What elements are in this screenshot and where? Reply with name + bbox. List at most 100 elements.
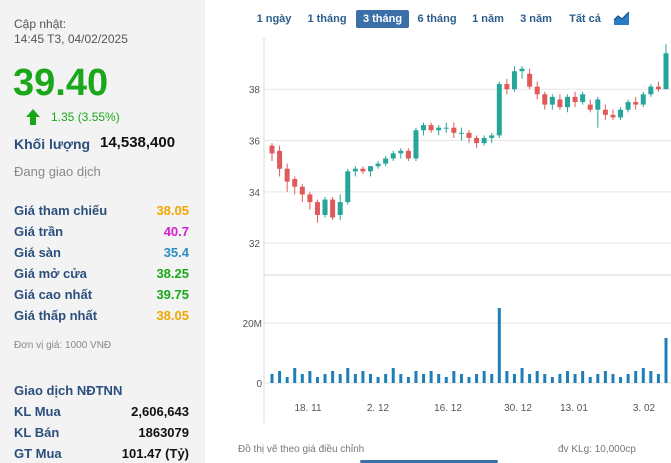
- volume-bar: [399, 374, 403, 383]
- candle-body: [527, 73, 533, 87]
- volume-bar: [323, 374, 327, 383]
- tab-range[interactable]: Tất cả: [569, 13, 601, 25]
- candle-body: [383, 158, 389, 164]
- volume-bar: [331, 371, 335, 383]
- area-chart-icon[interactable]: [613, 10, 630, 26]
- candle-body: [580, 94, 586, 103]
- candle-body: [360, 168, 366, 172]
- updated-time: 14:45 T3, 04/02/2025: [14, 32, 128, 46]
- volume-bar: [391, 368, 395, 383]
- volume-bar: [566, 371, 569, 383]
- tab-range[interactable]: 3 năm: [520, 13, 552, 25]
- price-info-value: 39.75: [156, 287, 189, 302]
- x-tick-label: 2. 12: [367, 403, 390, 414]
- price-tick-label: 36: [249, 137, 261, 148]
- volume-bar: [353, 374, 357, 383]
- chart-background: [230, 38, 671, 423]
- candle-body: [534, 86, 540, 95]
- price-info-label: Giá thấp nhất: [14, 308, 98, 323]
- volume-bar: [422, 374, 426, 383]
- tab-range[interactable]: 1 ngày: [256, 13, 292, 25]
- candle-body: [565, 96, 570, 108]
- price-tick-label: 34: [249, 188, 261, 199]
- volume-bar: [573, 374, 577, 383]
- candle-body: [587, 104, 593, 110]
- volume-bar: [437, 374, 441, 383]
- price-info-row: Giá thấp nhất 38.05: [14, 308, 189, 328]
- candle-body: [375, 163, 381, 167]
- price-info-value: 38.05: [156, 203, 189, 218]
- candle-body: [284, 168, 290, 182]
- price-tick-label: 32: [249, 239, 261, 250]
- volume-bar: [490, 374, 494, 383]
- price-info-row: Giá sàn 35.4: [14, 245, 189, 265]
- foreign-trading-row: KL Mua 2,606,643: [14, 404, 189, 424]
- candle-body: [451, 127, 457, 133]
- foreign-trading-label: KL Bán: [14, 425, 60, 440]
- price-info-label: Giá cao nhất: [14, 287, 93, 302]
- current-price: 39.40: [13, 62, 109, 104]
- volume-bar: [369, 374, 372, 383]
- volume-bar: [543, 374, 547, 383]
- candle-body: [618, 109, 624, 118]
- volume-bar: [300, 374, 304, 383]
- tab-range[interactable]: 6 tháng: [417, 13, 457, 25]
- volume-bar: [429, 371, 433, 383]
- up-arrow-icon: [26, 109, 40, 125]
- price-tick-label: 38: [249, 85, 261, 96]
- volume-bar: [361, 371, 365, 383]
- candle-body: [519, 68, 525, 72]
- volume-bar: [626, 374, 630, 383]
- candle-body: [322, 199, 328, 215]
- candle-body: [269, 145, 275, 154]
- unit-note: Đơn vị giá: 1000 VNĐ: [14, 340, 112, 351]
- volume-bar: [505, 371, 509, 383]
- candle-body: [458, 132, 464, 134]
- price-info-label: Giá tham chiếu: [14, 203, 108, 218]
- volume-bar: [452, 371, 456, 383]
- volume-bar: [603, 371, 607, 383]
- price-info-label: Giá mở cửa: [14, 266, 87, 281]
- price-info-label: Giá trần: [14, 224, 64, 239]
- candle-body: [663, 53, 669, 90]
- price-info-row: Giá trần 40.7: [14, 224, 189, 244]
- candle-body: [345, 171, 351, 203]
- candle-body: [496, 84, 502, 136]
- tab-range[interactable]: 1 năm: [472, 13, 504, 25]
- price-info-label: Giá sàn: [14, 245, 61, 260]
- volume-bar: [270, 374, 274, 383]
- tab-range[interactable]: 3 tháng: [356, 10, 409, 28]
- volume-bar: [588, 377, 592, 383]
- change-value: 1.35 (3.55%): [51, 110, 120, 124]
- volume-tick-label: 20M: [243, 319, 262, 330]
- volume-bar: [293, 368, 297, 383]
- volume-bar: [558, 374, 562, 383]
- price-info-value: 35.4: [163, 245, 189, 260]
- tab-range[interactable]: 1 tháng: [307, 13, 347, 25]
- x-tick-label: 3. 02: [633, 403, 656, 414]
- volume-bar: [444, 377, 448, 383]
- candle-body: [489, 135, 495, 138]
- candle-body: [277, 150, 283, 169]
- foreign-trading-label: KL Mua: [14, 404, 61, 419]
- candle-body: [428, 125, 434, 131]
- chart-scrollbar[interactable]: [360, 460, 498, 463]
- candle-body: [595, 99, 601, 110]
- candle-body: [307, 194, 313, 203]
- candle-body: [299, 186, 305, 195]
- candle-body: [610, 114, 616, 118]
- candle-body: [413, 130, 419, 159]
- volume-bar: [475, 374, 479, 383]
- volume-bar: [278, 371, 282, 383]
- candle-body: [405, 150, 411, 159]
- volume-bar: [581, 371, 585, 383]
- foreign-trading-value: 2,606,643: [131, 404, 189, 419]
- volume-bar: [315, 377, 319, 383]
- volume-unit-note: đv KLg: 10,000cp: [558, 444, 636, 455]
- price-chart[interactable]: 32 34 36 38 0 20M 18. 11 2. 12 16. 12 30. 12 13. 0…: [230, 38, 671, 423]
- volume-bar: [634, 371, 638, 383]
- candle-body: [337, 202, 343, 215]
- volume-bar: [497, 308, 501, 383]
- price-info-row: Giá mở cửa 38.25: [14, 266, 189, 286]
- x-tick-label: 16. 12: [434, 403, 462, 414]
